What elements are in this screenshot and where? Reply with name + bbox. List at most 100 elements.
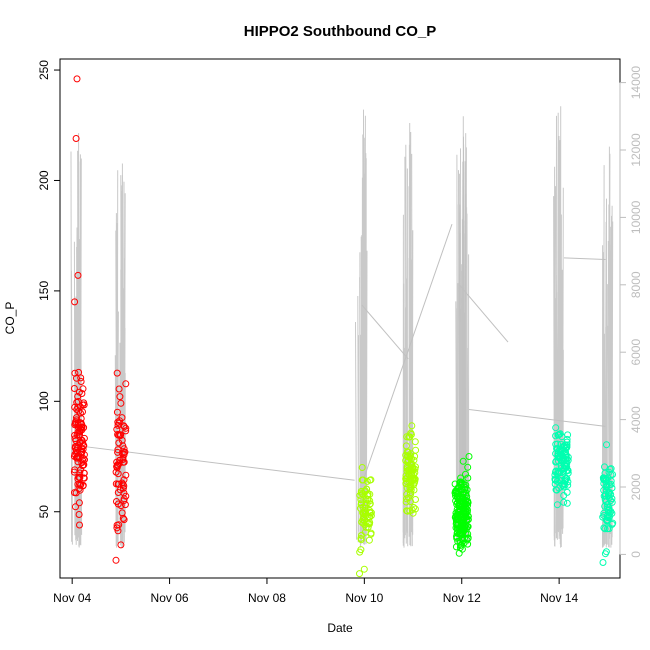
data-point: [366, 508, 374, 516]
data-point-outlier: [74, 271, 82, 279]
data-point: [357, 499, 365, 507]
data-point: [560, 442, 568, 450]
data-point: [404, 458, 412, 466]
data-point: [122, 380, 130, 388]
data-point-outlier: [465, 453, 473, 460]
data-point: [455, 502, 463, 510]
y-tick-label-3: 200: [37, 170, 51, 190]
data-point: [113, 369, 121, 377]
y-tick-label-2: 150: [37, 281, 51, 301]
data-point: [406, 452, 414, 460]
data-point: [456, 530, 464, 538]
data-point-outlier: [356, 570, 363, 578]
data-point-outlier: [73, 75, 81, 83]
y2-tick-label-6: 12000: [629, 133, 643, 167]
data-point: [358, 464, 366, 471]
data-point: [562, 452, 570, 460]
data-point: [359, 476, 367, 484]
data-point-outlier: [599, 559, 607, 566]
data-point: [552, 440, 560, 448]
data-point: [72, 418, 80, 426]
data-point: [560, 468, 567, 475]
series-2: [356, 464, 375, 578]
data-point: [75, 511, 83, 518]
y-tick-label-4: 250: [37, 60, 51, 80]
y-tick-label-0: 50: [37, 505, 51, 519]
data-point: [455, 487, 463, 495]
data-point: [118, 414, 126, 422]
altitude-transit-2: [363, 223, 453, 478]
data-point-outlier: [601, 550, 609, 558]
altitude-trace-layer: [70, 106, 614, 548]
data-point: [75, 473, 83, 481]
data-point: [455, 549, 463, 557]
data-point: [358, 518, 366, 526]
scatter-points-layer: [70, 75, 617, 578]
data-point: [76, 469, 84, 477]
data-point: [552, 467, 560, 475]
data-point: [361, 487, 369, 495]
data-point: [459, 457, 467, 465]
data-point: [119, 456, 127, 463]
data-point: [356, 491, 364, 499]
y-axis-label: CO_P: [3, 302, 17, 335]
data-point: [607, 508, 615, 515]
data-point: [364, 520, 372, 528]
data-point: [363, 477, 371, 485]
data-point: [361, 528, 369, 536]
data-point: [363, 485, 371, 493]
data-point: [113, 498, 120, 505]
data-point: [560, 483, 568, 491]
data-point: [402, 472, 410, 480]
data-point: [563, 435, 571, 443]
data-point: [117, 502, 125, 510]
data-point: [403, 490, 411, 498]
data-point: [551, 480, 559, 488]
data-point: [80, 442, 88, 449]
data-point: [601, 502, 609, 510]
data-point: [560, 498, 568, 506]
data-point: [402, 480, 410, 487]
data-point: [115, 439, 123, 447]
data-point: [600, 524, 608, 532]
data-point: [114, 489, 122, 496]
series-5: [452, 480, 469, 551]
data-point: [117, 399, 125, 407]
data-point: [79, 457, 87, 465]
series-6: [551, 424, 572, 509]
data-point: [76, 419, 84, 427]
data-point: [359, 510, 367, 518]
data-point: [455, 507, 463, 515]
data-point: [554, 431, 562, 439]
data-point: [365, 536, 373, 544]
data-point: [75, 388, 83, 396]
data-point: [563, 463, 571, 471]
data-point: [80, 469, 88, 477]
series-7: [599, 441, 617, 566]
data-point: [453, 494, 461, 501]
data-point: [116, 393, 124, 401]
data-point: [457, 519, 465, 527]
data-point: [406, 507, 414, 515]
data-point: [464, 512, 472, 520]
data-point: [603, 517, 611, 525]
data-point: [404, 448, 412, 456]
data-point: [119, 458, 127, 466]
altitude-transit-0: [84, 446, 355, 481]
data-point: [564, 469, 572, 477]
data-point: [406, 433, 414, 441]
data-point: [76, 403, 84, 411]
data-point-outlier: [72, 135, 80, 142]
altitude-transit-5: [563, 257, 606, 261]
data-point: [120, 516, 128, 524]
data-point: [78, 448, 86, 456]
altitude-profile-2: [355, 109, 368, 548]
data-point: [359, 503, 367, 511]
series-1: [112, 369, 130, 564]
data-point: [77, 423, 85, 431]
altitude-transit-3: [458, 284, 509, 343]
data-point: [71, 369, 79, 377]
y2-tick-label-5: 10000: [629, 200, 643, 234]
data-point: [460, 539, 468, 547]
x-tick-label-5: Nov 14: [540, 591, 578, 605]
